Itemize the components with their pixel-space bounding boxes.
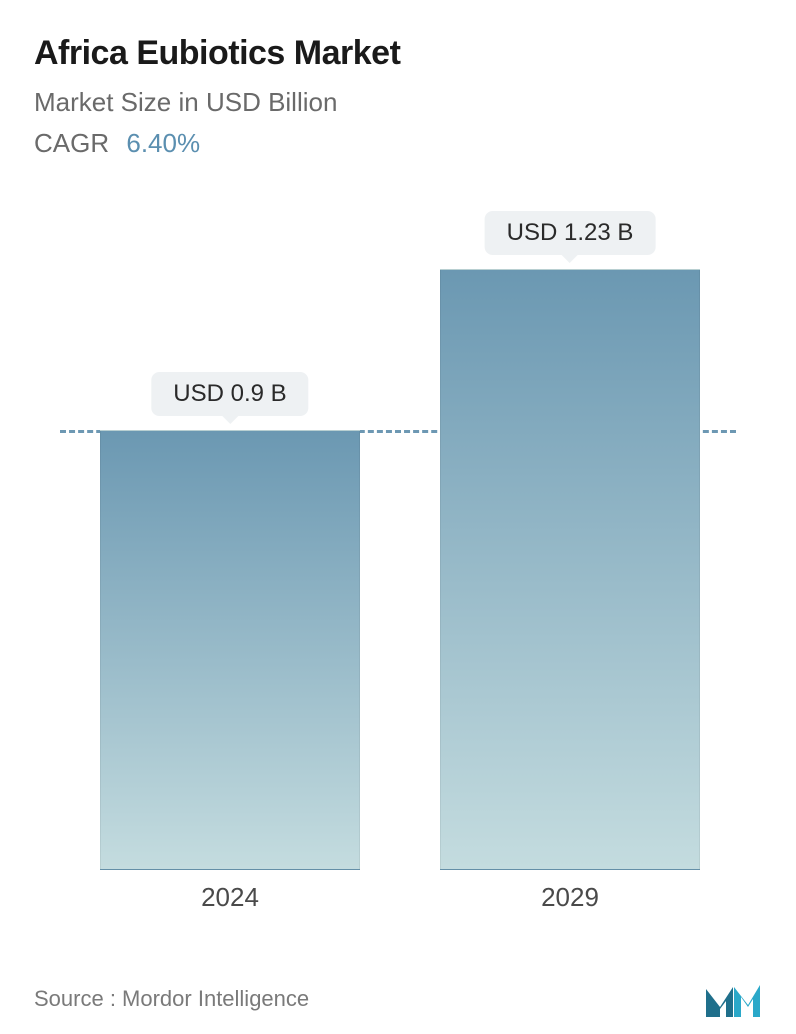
mordor-logo-icon [704, 979, 762, 1019]
cagr-value: 6.40% [126, 128, 200, 158]
cagr-label: CAGR [34, 128, 109, 158]
bar [100, 430, 360, 870]
x-axis-label: 2024 [100, 882, 360, 913]
bar-value-badge: USD 0.9 B [151, 372, 308, 416]
chart-subtitle: Market Size in USD Billion [34, 87, 762, 118]
x-axis-label: 2029 [440, 882, 700, 913]
chart-plot: USD 0.9 B USD 1.23 B [60, 210, 736, 870]
chart-area: USD 0.9 B USD 1.23 B 2024 2029 [0, 210, 796, 930]
x-axis-labels: 2024 2029 [60, 870, 736, 930]
source-text: Source : Mordor Intelligence [34, 986, 309, 1012]
bar-group: USD 1.23 B [440, 269, 700, 870]
cagr-row: CAGR 6.40% [34, 128, 762, 159]
chart-header: Africa Eubiotics Market Market Size in U… [0, 0, 796, 159]
bar-group: USD 0.9 B [100, 430, 360, 870]
chart-title: Africa Eubiotics Market [34, 34, 762, 73]
bar-value-badge: USD 1.23 B [485, 211, 656, 255]
chart-footer: Source : Mordor Intelligence [0, 964, 796, 1034]
bar [440, 269, 700, 870]
